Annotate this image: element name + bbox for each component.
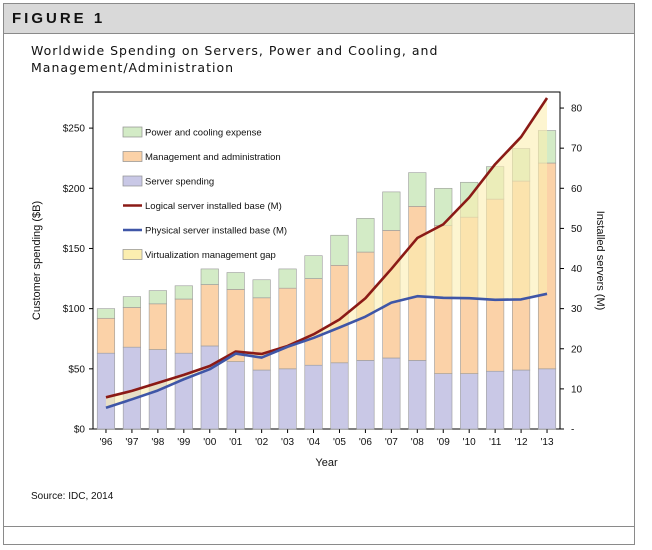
legend-label-4: Physical server installed base (M) <box>145 226 287 237</box>
bar-power-and-cooling-expense-3 <box>174 285 193 300</box>
source-note: Source: IDC, 2014 <box>31 491 114 502</box>
x-tick-label: '07 <box>385 437 398 448</box>
y-tick-label: $100 <box>63 304 86 315</box>
figure-label: FIGURE 1 <box>12 10 106 27</box>
x-tick-label: '08 <box>411 437 424 448</box>
line-logical-server-installed-base-m- <box>105 97 549 399</box>
bar-power-and-cooling-expense-8 <box>304 255 323 279</box>
x-tick-label: '96 <box>99 437 112 448</box>
bar-power-and-cooling-expense-2 <box>148 290 167 305</box>
x-tick-label: '10 <box>463 437 476 448</box>
bar-management-and-administration-0 <box>96 317 116 354</box>
legend-swatch-2 <box>122 175 143 187</box>
chart-title-line-2: Management/Administration <box>31 60 235 75</box>
legend-label-0: Power and cooling expense <box>145 128 262 139</box>
y2-tick-label: 10 <box>571 384 583 395</box>
bar-server-spending-17 <box>537 368 557 430</box>
bar-server-spending-5 <box>226 361 245 430</box>
bar-server-spending-6 <box>252 369 271 430</box>
bar-server-spending-3 <box>174 352 193 430</box>
y2-tick-label: 60 <box>571 184 583 195</box>
y-tick-label: $0 <box>74 425 86 436</box>
bar-server-spending-14 <box>460 373 479 430</box>
bar-power-and-cooling-expense-11 <box>382 191 401 231</box>
plot-area <box>92 91 561 430</box>
bar-management-and-administration-4 <box>200 284 219 347</box>
x-tick-label: '05 <box>333 437 346 448</box>
y2-axis-label: Installed servers (M) <box>594 211 606 311</box>
bar-management-and-administration-8 <box>304 278 323 366</box>
bar-server-spending-12 <box>408 360 427 430</box>
bar-management-and-administration-2 <box>148 303 167 350</box>
y2-tick-label: 20 <box>571 344 583 355</box>
legend-swatch-1 <box>122 151 143 162</box>
bar-power-and-cooling-expense-4 <box>200 268 219 285</box>
x-tick-label: '99 <box>177 437 190 448</box>
bar-management-and-administration-3 <box>174 298 193 354</box>
line-physical-server-installed-base-m- <box>105 292 548 409</box>
x-tick-label: '11 <box>489 437 502 448</box>
virtualization-gap-area <box>105 98 548 408</box>
legend-label-1: Management and administration <box>145 152 281 163</box>
bar-server-spending-0 <box>96 352 116 430</box>
bar-power-and-cooling-expense-1 <box>122 296 141 308</box>
x-tick-label: '01 <box>229 437 242 448</box>
bar-server-spending-11 <box>382 357 401 430</box>
x-tick-label: '04 <box>307 437 320 448</box>
legend-label-3: Logical server installed base (M) <box>145 201 282 212</box>
y2-tick-label: 80 <box>571 104 583 115</box>
y2-tick-label: 40 <box>571 264 583 275</box>
bar-server-spending-7 <box>278 368 297 430</box>
legend-label-2: Server spending <box>145 177 214 188</box>
y-tick-label: $250 <box>63 124 86 135</box>
y-tick-label: $150 <box>63 244 86 255</box>
x-tick-label: '06 <box>359 437 372 448</box>
x-tick-label: '97 <box>125 437 138 448</box>
x-tick-label: '02 <box>255 437 268 448</box>
y2-tick-label: 50 <box>571 224 583 235</box>
bar-server-spending-16 <box>512 369 531 430</box>
bar-server-spending-15 <box>486 370 505 430</box>
bar-power-and-cooling-expense-5 <box>226 272 245 290</box>
bar-power-and-cooling-expense-9 <box>330 234 349 266</box>
bar-power-and-cooling-expense-0 <box>96 308 116 319</box>
legend-swatch-0 <box>122 126 143 138</box>
bar-server-spending-4 <box>200 345 219 430</box>
bar-server-spending-10 <box>356 360 375 430</box>
y-tick-label: $200 <box>63 184 86 195</box>
legend-swatch-5 <box>122 249 143 260</box>
x-tick-label: '13 <box>541 437 554 448</box>
legend-label-5: Virtualization management gap <box>145 250 276 261</box>
bar-server-spending-9 <box>330 362 349 430</box>
x-tick-label: '12 <box>515 437 528 448</box>
y2-tick-label: 70 <box>571 144 583 155</box>
x-tick-label: '09 <box>437 437 450 448</box>
bar-server-spending-8 <box>304 364 323 430</box>
chart-title-line-1: Worldwide Spending on Servers, Power and… <box>31 43 439 58</box>
chart-title: Worldwide Spending on Servers, Power and… <box>31 42 551 76</box>
bar-power-and-cooling-expense-7 <box>278 268 297 289</box>
y2-tick-label: - <box>571 425 574 436</box>
bar-management-and-administration-1 <box>122 307 141 348</box>
y-axis-label: Customer spending ($B) <box>31 201 43 320</box>
figure-header: FIGURE 1 <box>4 4 634 34</box>
x-tick-label: '98 <box>151 437 164 448</box>
bar-server-spending-13 <box>434 373 453 430</box>
bar-management-and-administration-7 <box>278 287 297 370</box>
y-tick-label: $50 <box>68 364 85 375</box>
x-tick-label: '00 <box>203 437 216 448</box>
bar-power-and-cooling-expense-12 <box>408 172 427 207</box>
bar-power-and-cooling-expense-6 <box>252 279 271 299</box>
bar-power-and-cooling-expense-10 <box>356 218 375 253</box>
x-axis-label: Year <box>315 457 338 469</box>
x-tick-label: '03 <box>281 437 294 448</box>
y2-tick-label: 30 <box>571 304 583 315</box>
bar-management-and-administration-6 <box>252 297 271 371</box>
bottom-rule <box>4 526 634 527</box>
